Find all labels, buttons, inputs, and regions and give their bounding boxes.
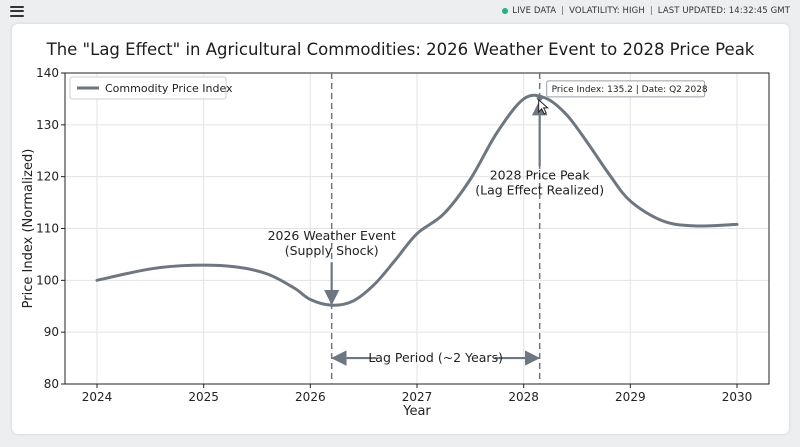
- hover-point: [536, 94, 543, 101]
- x-tick-label: 2029: [615, 390, 646, 404]
- legend-label: Commodity Price Index: [105, 82, 233, 95]
- x-tick-label: 2026: [295, 390, 326, 404]
- hamburger-menu-icon[interactable]: [10, 5, 24, 17]
- annotation-text-peak: 2028 Price Peak: [490, 167, 591, 182]
- chart-title: The "Lag Effect" in Agricultural Commodi…: [46, 40, 755, 59]
- status-separator: |: [649, 6, 653, 16]
- last-updated-label: LAST UPDATED: 14:32:45 GMT: [657, 6, 790, 16]
- x-tick-label: 2025: [188, 390, 219, 404]
- tooltip-text: Price Index: 135.2 | Date: Q2 2028: [552, 85, 708, 95]
- x-tick-label: 2028: [508, 390, 539, 404]
- y-tick-label: 130: [36, 118, 59, 132]
- tooltip-box: [546, 80, 706, 98]
- y-tick-label: 80: [44, 377, 59, 391]
- annotation-text-weather: 2026 Weather Event: [268, 228, 396, 243]
- lag-period-label: Lag Period (~2 Years): [368, 350, 503, 365]
- x-tick-label: 2030: [722, 390, 753, 404]
- legend: Commodity Price Index: [69, 76, 233, 100]
- y-tick-label: 110: [36, 222, 59, 236]
- top-status-bar: LIVE DATA | VOLATILITY: HIGH | LAST UPDA…: [0, 0, 800, 22]
- series-line-commodity-price-index: [95, 93, 739, 307]
- line-chart[interactable]: 2024 2025 2026 2027 2028 2029 2030 80 90 100 110 12…: [12, 24, 789, 434]
- x-tick-label: 2027: [402, 390, 433, 404]
- x-axis-label: Year: [402, 404, 431, 419]
- volatility-label: VOLATILITY: HIGH: [569, 6, 645, 16]
- y-tick-label: 120: [36, 170, 59, 184]
- status-separator: |: [561, 6, 565, 16]
- legend-box: [69, 76, 227, 100]
- annotation-text-weather: (Supply Shock): [285, 243, 379, 258]
- live-indicator-icon: [502, 8, 509, 14]
- y-axis-label: Price Index (Normalized): [21, 149, 36, 309]
- annotation-text-peak: (Lag Effect Realized): [475, 182, 604, 197]
- y-tick-label: 90: [44, 325, 59, 339]
- y-tick-label: 100: [36, 273, 59, 287]
- live-data-label: LIVE DATA: [512, 6, 557, 16]
- mouse-cursor-icon: [538, 98, 549, 115]
- chart-card: The "Lag Effect" in Agricultural Commodi…: [12, 24, 789, 434]
- x-tick-label: 2024: [82, 390, 113, 404]
- status-area: LIVE DATA | VOLATILITY: HIGH | LAST UPDA…: [502, 6, 790, 16]
- y-tick-label: 140: [36, 66, 59, 80]
